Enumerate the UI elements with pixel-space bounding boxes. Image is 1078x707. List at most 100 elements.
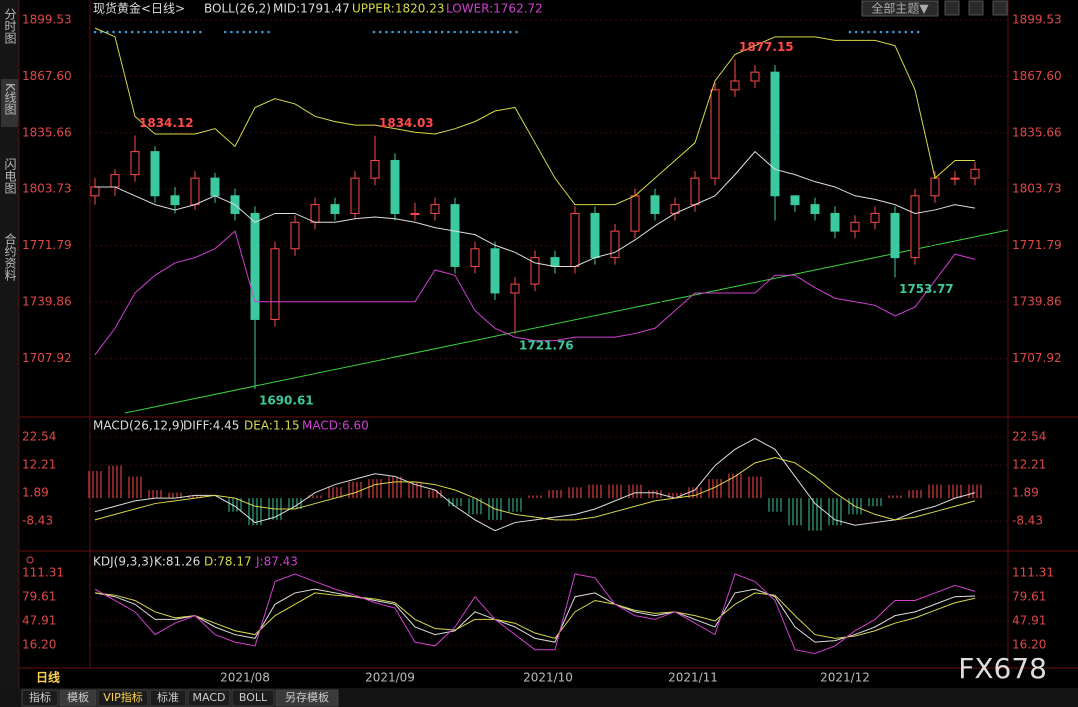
window-button[interactable] — [968, 0, 984, 16]
x-tick-label: 2021/11 — [668, 671, 718, 685]
marker-dot — [409, 30, 413, 34]
trend-line — [124, 229, 1009, 414]
j-line — [94, 573, 976, 654]
bottom-tab-label[interactable]: BOLL — [239, 691, 268, 704]
theme-button[interactable] — [861, 0, 939, 17]
marker-dot — [422, 30, 425, 34]
candle-body — [130, 151, 140, 176]
y-tick-label: 12.21 — [1012, 458, 1046, 472]
window-button[interactable] — [944, 0, 960, 16]
candle-body — [910, 195, 920, 259]
candle-body — [490, 248, 500, 294]
y-tick-label: 79.61 — [22, 589, 56, 603]
bottom-tab[interactable] — [231, 689, 275, 707]
sidebar-tab[interactable]: 闪电图 — [3, 158, 17, 194]
settings-icon[interactable] — [26, 556, 34, 564]
marker-dot — [484, 30, 487, 34]
marker-dot — [168, 30, 171, 34]
candle-body — [970, 168, 980, 179]
candle-body — [810, 204, 820, 214]
x-tick-label: 2021/12 — [820, 671, 870, 685]
marker-dot — [879, 30, 883, 34]
bottom-tab-label[interactable]: 模板 — [67, 690, 89, 704]
extreme-label: 1834.03 — [379, 116, 434, 130]
logo: FX678 — [958, 652, 1047, 685]
candle-body — [310, 204, 320, 223]
extreme-label: 1753.77 — [899, 282, 954, 296]
bottom-tab[interactable] — [59, 689, 97, 707]
dea-line — [94, 456, 976, 521]
extreme-label: 1690.61 — [259, 394, 314, 408]
y-tick-label: 1.89 — [1012, 486, 1039, 500]
bottom-tab-label[interactable]: MACD — [193, 691, 226, 704]
sidebar-tab[interactable]: K线图 — [3, 83, 17, 115]
marker-dot — [434, 30, 438, 34]
marker-dot — [124, 30, 128, 34]
sidebar-tab[interactable]: 合约资料 — [3, 232, 17, 281]
candle-body — [730, 80, 740, 91]
diff-line — [94, 437, 976, 532]
period[interactable]: 日线 — [36, 670, 60, 685]
sidebar-tab[interactable]: 分时图 — [3, 8, 17, 44]
candle-body — [290, 221, 300, 250]
macd-label: MACD:6.60 — [302, 419, 369, 433]
marker-dot — [904, 30, 908, 34]
marker-dot — [378, 30, 382, 34]
marker-dot — [453, 30, 456, 34]
sidebar-tab-active — [1, 79, 18, 127]
theme-label[interactable]: 全部主题▼ — [871, 1, 929, 16]
bottom-tab-label[interactable]: 标准 — [157, 690, 179, 704]
candle-body — [430, 204, 440, 214]
dea-label: DEA:1.15 — [244, 419, 300, 433]
candle-body — [250, 212, 260, 320]
marker-dot — [509, 30, 512, 34]
bottom-tab-label[interactable]: VIP指标 — [103, 690, 142, 704]
marker-dot — [261, 30, 264, 34]
y-tick-label: 1803.73 — [1012, 182, 1062, 196]
candle-body — [790, 195, 800, 206]
y-tick-label: 1899.53 — [1012, 12, 1062, 26]
marker-dot — [885, 30, 889, 34]
bottom-tab-label[interactable]: 另存模板 — [285, 690, 329, 704]
y-tick-label: 1803.73 — [22, 182, 72, 196]
bottom-tab[interactable] — [21, 689, 59, 707]
d-label: D:78.17 — [204, 555, 252, 569]
candle-body — [350, 177, 360, 214]
y-tick-label: 1.89 — [22, 486, 49, 500]
x-tick-label: 2021/10 — [523, 671, 573, 685]
marker-dot — [502, 30, 506, 34]
marker-dot — [873, 30, 877, 34]
bottom-tab[interactable] — [149, 689, 187, 707]
candle-body — [850, 221, 860, 232]
candle-body — [950, 177, 960, 180]
bottom-tab-label[interactable]: 指标 — [29, 690, 51, 704]
bottom-tab[interactable] — [97, 689, 149, 707]
y-tick-label: 47.91 — [22, 613, 56, 627]
candle-body — [190, 177, 200, 206]
y-tick-label: 1867.60 — [22, 69, 72, 83]
marker-dot — [174, 30, 177, 34]
y-tick-label: 16.20 — [22, 638, 56, 652]
bottom-tab[interactable] — [275, 689, 339, 707]
marker-dot — [447, 30, 450, 34]
j-label: J:87.43 — [255, 555, 298, 569]
marker-dot — [440, 30, 444, 34]
marker-dot — [854, 30, 858, 34]
marker-dot — [496, 30, 500, 34]
window-button[interactable] — [992, 0, 1008, 16]
bottom-tab[interactable] — [187, 689, 231, 707]
y-tick-label: 1835.66 — [1012, 125, 1062, 139]
marker-dot — [515, 30, 518, 34]
candle-body — [90, 186, 100, 197]
y-tick-label: 111.31 — [22, 566, 64, 580]
marker-dot — [223, 30, 227, 34]
marker-dot — [267, 30, 270, 34]
marker-dot — [93, 30, 97, 34]
symbol: 现货黄金<日线> — [93, 1, 185, 16]
marker-dot — [186, 30, 190, 34]
candle-body — [470, 248, 480, 267]
candle-body — [210, 177, 220, 197]
marker-dot — [465, 30, 469, 34]
candle-body — [870, 212, 880, 223]
k-label: K:81.26 — [154, 555, 200, 569]
